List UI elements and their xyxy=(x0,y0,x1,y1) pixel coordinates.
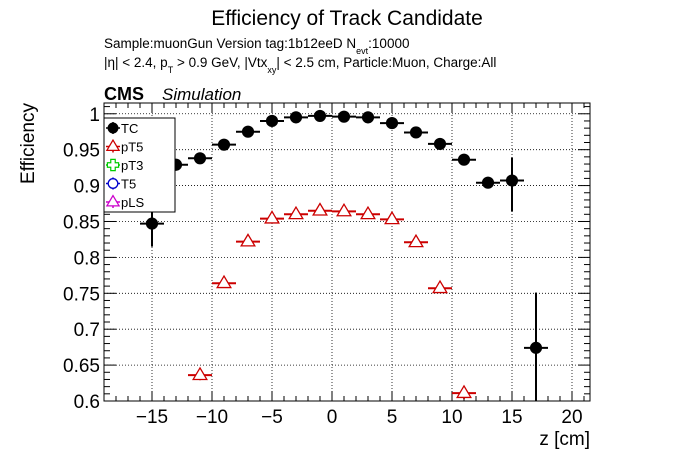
subtitle-eta-pt: |η| < 2.4, p xyxy=(104,55,168,70)
data-point-tc xyxy=(313,109,327,123)
data-point-pt5 xyxy=(456,384,472,399)
data-point-tc xyxy=(241,125,255,138)
y-tick-label: 0.8 xyxy=(74,248,100,269)
legend-label: pT3 xyxy=(121,158,143,173)
data-point-pt5 xyxy=(264,210,280,224)
legend-label: TC xyxy=(121,121,138,136)
x-tick-label: 10 xyxy=(441,407,462,428)
data-series xyxy=(140,109,548,401)
data-point-tc xyxy=(457,153,471,166)
x-tick-label: −10 xyxy=(196,407,228,428)
data-point-tc xyxy=(217,138,231,151)
data-point-tc xyxy=(481,176,495,189)
legend: TC pT5 pT3 T5 pLS xyxy=(103,117,176,213)
legend-marker xyxy=(105,138,121,151)
data-point-tc xyxy=(505,174,519,187)
axis-ticks xyxy=(103,103,590,402)
data-point-tc xyxy=(529,341,543,354)
data-point-pt5 xyxy=(336,202,352,217)
y-tick-labels: 0.6 0.65 0.7 0.75 0.8 0.85 0.9 0.95 1 xyxy=(63,105,100,413)
subtitle-pt-vtx: > 0.9 GeV, |Vtx xyxy=(173,55,267,70)
plot-frame xyxy=(103,102,591,402)
data-point-tc xyxy=(433,137,447,151)
x-tick-label: −5 xyxy=(261,407,283,428)
series-pt5 xyxy=(188,202,476,399)
legend-entry-tc: TC xyxy=(106,121,138,136)
data-point-pt5 xyxy=(408,233,424,248)
x-tick-label: 0 xyxy=(327,407,338,428)
x-tick-label: −15 xyxy=(136,407,168,428)
legend-marker xyxy=(107,122,119,134)
series-tc xyxy=(140,109,548,401)
x-tick-labels: −15 −10 −5 0 5 10 15 20 xyxy=(136,407,583,428)
data-point-tc xyxy=(385,117,399,130)
y-tick-label: 0.6 xyxy=(74,392,100,413)
data-point-pt5 xyxy=(384,210,400,225)
x-tick-label: 5 xyxy=(387,407,398,428)
subtitle-pt-subscript: T xyxy=(168,65,174,75)
data-point-tc xyxy=(145,217,159,230)
legend-marker xyxy=(106,158,120,172)
legend-label: pT5 xyxy=(121,140,143,155)
y-tick-label: 0.75 xyxy=(63,284,100,305)
grid-lines xyxy=(104,103,590,402)
legend-label: T5 xyxy=(121,177,136,192)
chart-title: Efficiency of Track Candidate xyxy=(211,7,483,30)
simulation-label: Simulation xyxy=(162,85,241,104)
legend-entry-pt3: pT3 xyxy=(106,158,143,173)
subtitle-nevt-subscript: evt xyxy=(356,46,369,56)
data-point-tc xyxy=(337,110,351,123)
legend-entry-pt5: pT5 xyxy=(105,138,143,155)
y-tick-label: 0.65 xyxy=(63,356,100,377)
subtitle-particle-charge: | < 2.5 cm, Particle:Muon, Charge:All xyxy=(276,55,496,70)
data-point-pt5 xyxy=(312,202,328,216)
x-axis-label: z [cm] xyxy=(539,429,590,450)
cms-label: CMS xyxy=(104,84,144,104)
legend-entry-pls: pLS xyxy=(105,194,144,210)
chart-subtitle-sample: Sample:muonGun Version tag:1b12eeD Nevt:… xyxy=(104,36,409,56)
y-tick-label: 0.95 xyxy=(63,141,100,162)
data-point-tc xyxy=(289,111,303,124)
legend-label: pLS xyxy=(121,195,144,210)
y-tick-label: 0.9 xyxy=(74,177,100,198)
data-point-tc xyxy=(361,111,375,124)
y-axis-label: Efficiency xyxy=(18,103,39,184)
data-point-pt5 xyxy=(288,205,304,220)
data-point-tc xyxy=(409,126,423,139)
legend-entry-t5: T5 xyxy=(106,177,136,192)
data-point-pt5 xyxy=(192,366,208,381)
x-tick-label: 20 xyxy=(561,407,582,428)
data-point-tc xyxy=(193,152,207,165)
subtitle-vtx-subscript: xy xyxy=(267,65,277,75)
y-tick-label: 0.85 xyxy=(63,212,100,233)
data-point-pt5 xyxy=(360,205,376,220)
subtitle-sample-text: Sample:muonGun Version tag:1b12eeD N xyxy=(104,36,356,51)
subtitle-nevt-value: :10000 xyxy=(368,36,409,51)
data-point-tc xyxy=(265,114,279,128)
legend-marker xyxy=(107,178,119,189)
x-tick-label: 15 xyxy=(501,407,522,428)
y-tick-label: 1 xyxy=(89,105,100,126)
chart-subtitle-cuts: |η| < 2.4, pT > 0.9 GeV, |Vtxxy| < 2.5 c… xyxy=(104,55,496,75)
data-point-pt5 xyxy=(432,279,448,294)
y-tick-label: 0.7 xyxy=(74,320,100,341)
data-point-pt5 xyxy=(216,274,232,289)
data-point-pt5 xyxy=(240,233,256,247)
legend-marker xyxy=(105,194,121,207)
